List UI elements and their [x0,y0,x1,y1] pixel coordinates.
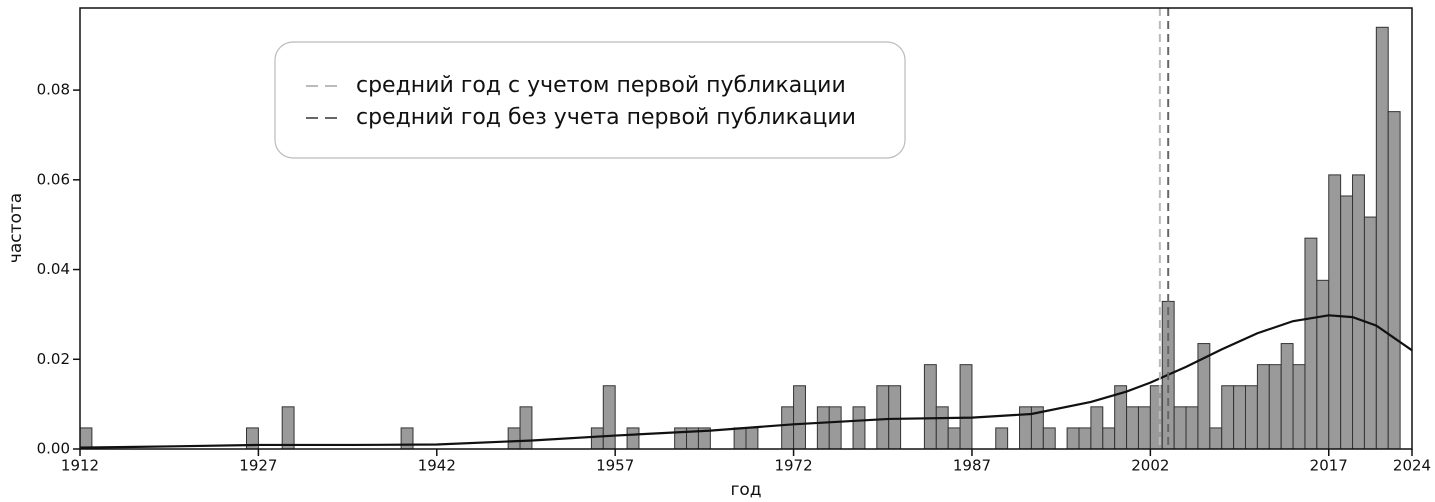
bar [828,406,842,450]
bar [1316,279,1330,450]
bar [1387,111,1401,450]
y-tick-label: 0.00 [37,440,70,458]
bar [1066,427,1080,450]
bar [507,427,521,450]
bar [1304,237,1318,450]
bar [1078,427,1092,450]
bar [781,406,795,450]
legend-box [274,41,906,159]
y-tick-label: 0.06 [37,170,70,188]
bar [1185,406,1199,450]
legend-label: средний год с учетом первой публикации [356,73,846,98]
x-tick-label: 1912 [61,457,99,475]
bar [733,427,747,450]
bar [1328,174,1342,450]
bar [590,427,604,450]
bar [1292,364,1306,450]
bar [1042,427,1056,450]
bar [923,364,937,450]
bar [852,406,866,450]
bar [888,385,902,450]
bar [947,427,961,450]
plot-frame [79,7,1413,450]
bar [626,427,640,450]
x-tick-label: 1987 [953,457,991,475]
x-tick-label: 1972 [774,457,812,475]
x-tick-label: 1927 [239,457,277,475]
bar [1137,406,1151,450]
x-tick-label: 2024 [1393,457,1431,475]
x-tick-label: 1957 [596,457,634,475]
bar [793,385,806,450]
x-tick-label: 2002 [1131,457,1169,475]
bar [995,427,1009,450]
x-axis-label: год [730,480,761,500]
bar [959,364,973,450]
bar [816,406,830,450]
bar [1126,406,1139,450]
bar [1340,195,1354,450]
bar [1280,343,1294,450]
bar [1090,406,1104,450]
bar [79,427,93,450]
y-tick-label: 0.08 [37,81,70,99]
bar [1173,406,1187,450]
bar [935,406,949,450]
bar [1221,385,1235,450]
bar [602,385,616,450]
x-tick-label: 1942 [418,457,456,475]
bar [1352,174,1365,450]
y-axis-label: частота [6,193,26,263]
bar [1363,216,1377,450]
x-tick-label: 2017 [1310,457,1348,475]
bar [745,427,759,450]
bar [1245,385,1258,450]
y-tick-label: 0.04 [37,260,70,278]
bar [1209,427,1223,450]
bar [1268,364,1282,450]
bar [1233,385,1247,450]
bar [400,427,414,450]
bar [1375,26,1389,450]
bar [1256,364,1270,450]
bar [1102,427,1116,450]
bar [519,406,533,450]
y-tick-label: 0.02 [37,350,70,368]
bar [876,385,890,450]
bar [281,406,295,450]
kde-line [79,314,1413,449]
legend-label: средний год без учета первой публикации [356,105,856,130]
